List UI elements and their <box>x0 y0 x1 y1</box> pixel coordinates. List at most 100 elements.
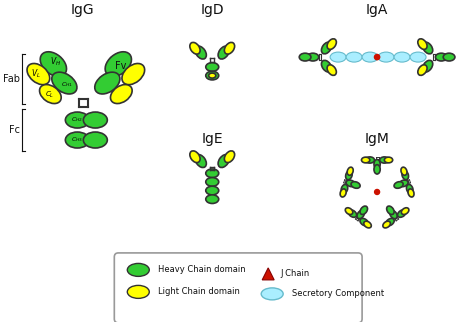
Ellipse shape <box>195 155 206 167</box>
Ellipse shape <box>327 65 337 75</box>
Ellipse shape <box>206 178 219 186</box>
Text: Secretory Component: Secretory Component <box>292 289 384 298</box>
Ellipse shape <box>364 221 371 228</box>
Ellipse shape <box>374 55 380 60</box>
Ellipse shape <box>190 151 200 163</box>
Ellipse shape <box>422 60 433 72</box>
Ellipse shape <box>357 210 365 219</box>
Ellipse shape <box>206 71 219 80</box>
Ellipse shape <box>365 157 374 163</box>
Ellipse shape <box>360 218 368 226</box>
Ellipse shape <box>346 171 352 180</box>
Text: $C_L$: $C_L$ <box>45 90 54 100</box>
Ellipse shape <box>418 39 427 49</box>
Ellipse shape <box>341 185 348 194</box>
Text: $C_{H2}$: $C_{H2}$ <box>72 116 83 125</box>
Ellipse shape <box>401 167 407 175</box>
Text: $V_L$: $V_L$ <box>31 68 41 80</box>
Ellipse shape <box>206 195 219 204</box>
Ellipse shape <box>346 180 355 187</box>
Ellipse shape <box>327 39 337 49</box>
Ellipse shape <box>394 182 403 188</box>
Ellipse shape <box>351 182 360 188</box>
Ellipse shape <box>40 52 66 76</box>
Text: Fab: Fab <box>3 74 20 84</box>
Ellipse shape <box>190 43 200 54</box>
Ellipse shape <box>384 157 392 163</box>
Ellipse shape <box>387 206 394 214</box>
Text: IgM: IgM <box>365 132 390 146</box>
Text: IgG: IgG <box>71 3 94 17</box>
Ellipse shape <box>360 206 367 214</box>
Ellipse shape <box>83 112 107 128</box>
Ellipse shape <box>128 263 149 276</box>
Ellipse shape <box>398 210 406 217</box>
Text: Heavy Chain domain: Heavy Chain domain <box>158 265 246 274</box>
Ellipse shape <box>65 132 89 148</box>
Ellipse shape <box>206 169 219 178</box>
Polygon shape <box>262 268 274 280</box>
Ellipse shape <box>224 43 235 54</box>
Text: $C_{H1}$: $C_{H1}$ <box>61 80 73 89</box>
Ellipse shape <box>374 165 380 174</box>
Ellipse shape <box>348 210 356 217</box>
Ellipse shape <box>261 288 283 300</box>
Ellipse shape <box>374 159 380 169</box>
Ellipse shape <box>195 46 206 59</box>
Ellipse shape <box>110 85 132 104</box>
Text: IgE: IgE <box>201 132 223 146</box>
Ellipse shape <box>218 46 229 59</box>
FancyBboxPatch shape <box>114 253 362 322</box>
Text: Fc: Fc <box>9 125 20 135</box>
Ellipse shape <box>39 85 61 104</box>
Ellipse shape <box>321 60 332 72</box>
Ellipse shape <box>347 167 353 175</box>
Ellipse shape <box>380 157 389 163</box>
Ellipse shape <box>218 155 229 167</box>
Ellipse shape <box>410 52 426 62</box>
Ellipse shape <box>346 52 362 62</box>
Ellipse shape <box>122 63 145 85</box>
Ellipse shape <box>378 52 394 62</box>
Ellipse shape <box>209 73 216 78</box>
Ellipse shape <box>394 52 410 62</box>
Ellipse shape <box>436 53 447 61</box>
Ellipse shape <box>83 132 107 148</box>
Ellipse shape <box>65 112 89 128</box>
Ellipse shape <box>206 63 219 71</box>
Ellipse shape <box>95 72 120 94</box>
Ellipse shape <box>362 157 370 163</box>
Text: $C_{H3}$: $C_{H3}$ <box>71 136 83 145</box>
Ellipse shape <box>307 53 319 61</box>
Ellipse shape <box>321 42 332 54</box>
Text: J Chain: J Chain <box>280 270 310 279</box>
Ellipse shape <box>206 186 219 195</box>
Text: IgA: IgA <box>366 3 388 17</box>
Ellipse shape <box>362 52 378 62</box>
Ellipse shape <box>406 185 413 194</box>
Ellipse shape <box>330 52 346 62</box>
Ellipse shape <box>390 210 397 219</box>
Ellipse shape <box>105 52 131 76</box>
Text: Light Chain domain: Light Chain domain <box>158 288 240 296</box>
Text: Fv: Fv <box>115 61 127 71</box>
Text: IgD: IgD <box>201 3 224 17</box>
Ellipse shape <box>418 65 427 75</box>
Ellipse shape <box>443 53 455 61</box>
Ellipse shape <box>224 151 235 163</box>
Ellipse shape <box>383 221 391 228</box>
Ellipse shape <box>345 208 353 214</box>
Ellipse shape <box>340 189 346 197</box>
Ellipse shape <box>128 285 149 298</box>
Ellipse shape <box>402 171 409 180</box>
Ellipse shape <box>386 218 394 226</box>
Ellipse shape <box>422 42 433 54</box>
Ellipse shape <box>27 63 50 85</box>
Ellipse shape <box>401 208 409 214</box>
Text: $V_H$: $V_H$ <box>50 56 61 68</box>
Ellipse shape <box>399 180 408 187</box>
Ellipse shape <box>374 189 380 194</box>
Ellipse shape <box>408 189 414 197</box>
Ellipse shape <box>299 53 311 61</box>
Ellipse shape <box>52 72 77 94</box>
